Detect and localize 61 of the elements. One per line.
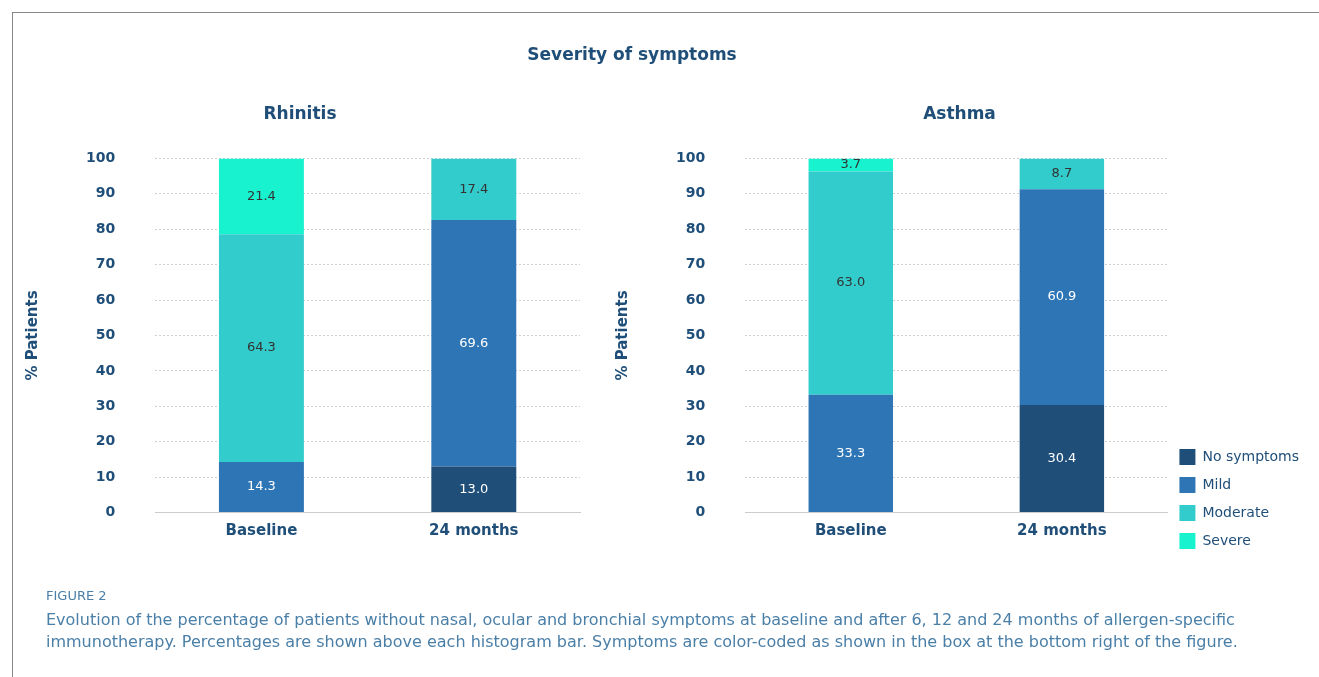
- bar: [1019, 189, 1105, 405]
- y-tick-label: 0: [695, 503, 706, 520]
- x-tick-label: 24 months: [429, 521, 519, 540]
- y-tick-label: 30: [95, 396, 116, 413]
- y-tick-label: 20: [95, 432, 116, 449]
- y-tick-label: 50: [685, 326, 706, 343]
- bar: [1019, 158, 1105, 190]
- bar: [218, 158, 304, 235]
- chart-title: Asthma: [923, 102, 996, 123]
- bar: [1019, 404, 1105, 513]
- y-tick-label: 60: [685, 290, 706, 307]
- data-label: 21.4: [246, 187, 276, 203]
- data-label: 30.4: [1047, 449, 1077, 465]
- y-tick-label: 0: [105, 503, 116, 520]
- y-tick-label: 100: [675, 149, 706, 166]
- y-tick-label: 10: [95, 467, 116, 484]
- legend-label: Moderate: [1202, 503, 1270, 520]
- data-label: 60.9: [1047, 288, 1077, 304]
- legend-label: Mild: [1202, 475, 1232, 492]
- bar: [218, 234, 304, 462]
- y-tick-label: 10: [685, 467, 706, 484]
- x-tick-label: Baseline: [814, 521, 887, 540]
- x-tick-label: Baseline: [225, 521, 298, 540]
- legend-label: Severe: [1202, 531, 1251, 548]
- y-axis-title: % Patients: [22, 290, 41, 381]
- x-tick-label: 24 months: [1017, 521, 1107, 540]
- legend-label: No symptoms: [1202, 447, 1299, 464]
- y-tick-label: 70: [685, 255, 706, 272]
- data-label: 13.0: [459, 480, 489, 496]
- data-label: 69.6: [459, 334, 489, 350]
- bar: [431, 466, 517, 513]
- y-tick-label: 40: [685, 361, 706, 378]
- bar: [431, 158, 517, 221]
- y-tick-label: 90: [95, 184, 116, 201]
- y-tick-label: 30: [685, 396, 706, 413]
- data-label: 17.4: [459, 180, 489, 196]
- y-tick-label: 100: [85, 149, 116, 166]
- data-label: 63.0: [836, 274, 866, 290]
- y-tick-label: 80: [95, 219, 116, 236]
- y-tick-label: 40: [95, 361, 116, 378]
- data-label: 14.3: [246, 478, 276, 494]
- data-label: 3.7: [840, 156, 862, 172]
- data-label: 64.3: [246, 339, 276, 355]
- caption: FIGURE 2: [46, 588, 108, 603]
- text: Severity of symptoms: [526, 44, 738, 64]
- y-tick-label: 80: [685, 219, 706, 236]
- bar: [808, 394, 893, 513]
- data-label: 33.3: [836, 444, 866, 460]
- y-axis-title: % Patients: [612, 290, 631, 381]
- chart-subtitle: Rhinitis: [263, 102, 337, 123]
- y-tick-label: 70: [95, 255, 116, 272]
- bar: [808, 158, 893, 172]
- bar: [808, 171, 893, 395]
- y-tick-label: 90: [685, 184, 706, 201]
- y-tick-label: 20: [685, 432, 706, 449]
- text: Evolution of the percentage of patients without nasal, ocular and bronchial symptoms at baseline and after 6, 12 and 24 months of allergen-specific immunotherapy. Percentages are shown above each histogram bar. Symptoms are color-coded as shown in the box at the bottom right of the figure.: [46, 609, 1239, 653]
- bar: [431, 220, 517, 467]
- y-tick-label: 50: [95, 326, 116, 343]
- y-tick-label: 60: [95, 290, 116, 307]
- data-label: 8.7: [1051, 165, 1073, 181]
- bar: [218, 461, 304, 513]
